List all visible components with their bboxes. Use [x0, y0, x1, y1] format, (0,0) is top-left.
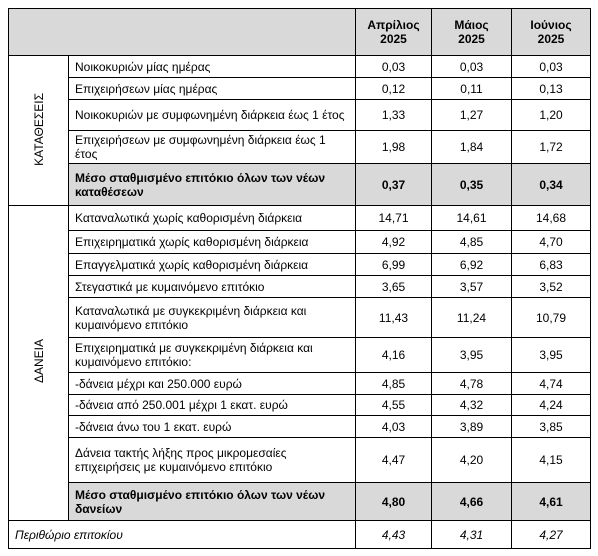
table-row: Μέσο σταθμισμένο επιτόκιο όλων των νέων …	[9, 163, 591, 206]
table-row: -δάνεια από 250.001 μέχρι 1 εκατ. ευρώ 4,…	[9, 394, 591, 416]
table-row: ΔΑΝΕΙΑ Καταναλωτικά χωρίς καθορισμένη διά…	[8, 205, 591, 521]
table-row: -δάνεια άνω του 1 εκατ. ευρώ 4,03 3,89 3,85	[9, 415, 591, 438]
value-cell: 4,74	[511, 372, 591, 395]
table-row: Στεγαστικά με κυμαινόμενο επιτόκιο 3,65 3,…	[9, 275, 591, 298]
value-cell: 1,33	[355, 99, 432, 131]
value-cell: 4,78	[431, 372, 512, 395]
table-row: Δάνεια τακτής λήξης προς μικρομεσαίες επ…	[9, 437, 591, 483]
value-cell: 4,16	[355, 337, 432, 373]
value-cell: 4,32	[431, 394, 512, 416]
table-row: Επιχειρήσεων μίας ημέρας 0,12 0,11 0,13	[9, 77, 591, 100]
row-label: Νοικοκυριών μίας ημέρας	[68, 55, 356, 78]
header-blank	[8, 8, 356, 56]
table-row: ΚΑΤΑΘΕΣΕΙΣ Νοικοκυριών μίας ημέρας 0,03 0,0…	[8, 55, 591, 206]
value-cell: 3,65	[355, 275, 432, 298]
table-row: Επαγγελματικά χωρίς καθορισμένη διάρκεια…	[9, 253, 591, 276]
value-cell: 4,55	[355, 394, 432, 416]
group-label: ΚΑΤΑΘΕΣΕΙΣ	[31, 92, 46, 166]
table-row: Καταναλωτικά με συγκεκριμένη διάρκεια κα…	[9, 297, 591, 338]
value-cell: 4,61	[511, 482, 591, 521]
value-cell: 3,57	[431, 275, 512, 298]
row-label: Επαγγελματικά χωρίς καθορισμένη διάρκεια	[68, 253, 356, 276]
value-cell: 0,11	[431, 77, 512, 100]
value-cell: 1,72	[511, 130, 591, 164]
value-cell: 4,15	[511, 437, 591, 483]
group-label: ΔΑΝΕΙΑ	[31, 339, 46, 384]
table-row: -δάνεια μέχρι και 250.000 ευρώ 4,85 4,78 4,…	[9, 372, 591, 395]
footer-value: 4,31	[431, 520, 512, 549]
value-cell: 6,92	[431, 253, 512, 276]
group-cell: ΔΑΝΕΙΑ	[8, 205, 69, 521]
table-row: Επιχειρήσεων με συμφωνημένη διάρκεια έως…	[9, 130, 591, 164]
value-cell: 4,20	[431, 437, 512, 483]
row-label: Στεγαστικά με κυμαινόμενο επιτόκιο	[68, 275, 356, 298]
value-cell: 4,66	[431, 482, 512, 521]
row-label: Καταναλωτικά με συγκεκριμένη διάρκεια κα…	[68, 297, 356, 338]
footer-value: 4,43	[355, 520, 432, 549]
row-label: -δάνεια άνω του 1 εκατ. ευρώ	[68, 415, 356, 438]
value-cell: 14,61	[431, 205, 512, 231]
value-cell: 1,84	[431, 130, 512, 164]
group-cell: ΚΑΤΑΘΕΣΕΙΣ	[8, 55, 69, 206]
value-cell: 3,52	[511, 275, 591, 298]
value-cell: 3,89	[431, 415, 512, 438]
value-cell: 0,03	[431, 55, 512, 78]
value-cell: 0,12	[355, 77, 432, 100]
value-cell: 4,80	[355, 482, 432, 521]
value-cell: 11,43	[355, 297, 432, 338]
table-body: Απρίλιος 2025 Μάιος 2025 Ιούνιος 2025 ΚΑΤΑΘ…	[8, 8, 591, 549]
row-label: Νοικοκυριών με συμφωνημένη διάρκεια έως …	[68, 99, 356, 131]
value-cell: 0,37	[355, 163, 432, 206]
footer-label: Περιθώριο επιτοκίου	[8, 520, 356, 549]
rates-table: Απρίλιος 2025 Μάιος 2025 Ιούνιος 2025 ΚΑΤΑΘ…	[8, 8, 591, 549]
row-label: -δάνεια από 250.001 μέχρι 1 εκατ. ευρώ	[68, 394, 356, 416]
value-cell: 0,34	[511, 163, 591, 206]
value-cell: 4,70	[511, 230, 591, 254]
value-cell: 0,03	[355, 55, 432, 78]
row-label: -δάνεια μέχρι και 250.000 ευρώ	[68, 372, 356, 395]
column-header: Ιούνιος 2025	[511, 8, 591, 56]
value-cell: 14,68	[511, 205, 591, 231]
table-row: Επιχειρηματικά με συγκεκριμένη διάρκεια …	[9, 337, 591, 373]
value-cell: 1,20	[511, 99, 591, 131]
table-row: Μέσο σταθμισμένο επιτόκιο όλων των νέων …	[9, 482, 591, 521]
value-cell: 4,24	[511, 394, 591, 416]
row-label: Επιχειρήσεων μίας ημέρας	[68, 77, 356, 100]
row-label: Καταναλωτικά χωρίς καθορισμένη διάρκεια	[68, 205, 356, 231]
row-label: Επιχειρηματικά χωρίς καθορισμένη διάρκει…	[68, 230, 356, 254]
column-header: Μάιος 2025	[431, 8, 512, 56]
table-row: Επιχειρηματικά χωρίς καθορισμένη διάρκει…	[9, 230, 591, 254]
value-cell: 11,24	[431, 297, 512, 338]
value-cell: 3,95	[511, 337, 591, 373]
column-header: Απρίλιος 2025	[355, 8, 432, 56]
value-cell: 4,92	[355, 230, 432, 254]
value-cell: 6,99	[355, 253, 432, 276]
footer-value: 4,27	[511, 520, 591, 549]
table-row: Νοικοκυριών με συμφωνημένη διάρκεια έως …	[9, 99, 591, 131]
value-cell: 4,03	[355, 415, 432, 438]
value-cell: 6,83	[511, 253, 591, 276]
value-cell: 0,03	[511, 55, 591, 78]
footer-row: Περιθώριο επιτοκίου 4,43 4,31 4,27	[8, 520, 591, 549]
row-label: Δάνεια τακτής λήξης προς μικρομεσαίες επ…	[68, 437, 356, 483]
value-cell: 14,71	[355, 205, 432, 231]
value-cell: 10,79	[511, 297, 591, 338]
value-cell: 3,95	[431, 337, 512, 373]
row-label: Επιχειρήσεων με συμφωνημένη διάρκεια έως…	[68, 130, 356, 164]
value-cell: 4,85	[431, 230, 512, 254]
value-cell: 3,85	[511, 415, 591, 438]
header-row: Απρίλιος 2025 Μάιος 2025 Ιούνιος 2025	[8, 8, 591, 56]
value-cell: 1,27	[431, 99, 512, 131]
row-label: Επιχειρηματικά με συγκεκριμένη διάρκεια …	[68, 337, 356, 373]
row-label: Μέσο σταθμισμένο επιτόκιο όλων των νέων …	[68, 482, 356, 521]
value-cell: 4,85	[355, 372, 432, 395]
value-cell: 1,98	[355, 130, 432, 164]
row-label: Μέσο σταθμισμένο επιτόκιο όλων των νέων …	[68, 163, 356, 206]
value-cell: 0,35	[431, 163, 512, 206]
value-cell: 4,47	[355, 437, 432, 483]
value-cell: 0,13	[511, 77, 591, 100]
